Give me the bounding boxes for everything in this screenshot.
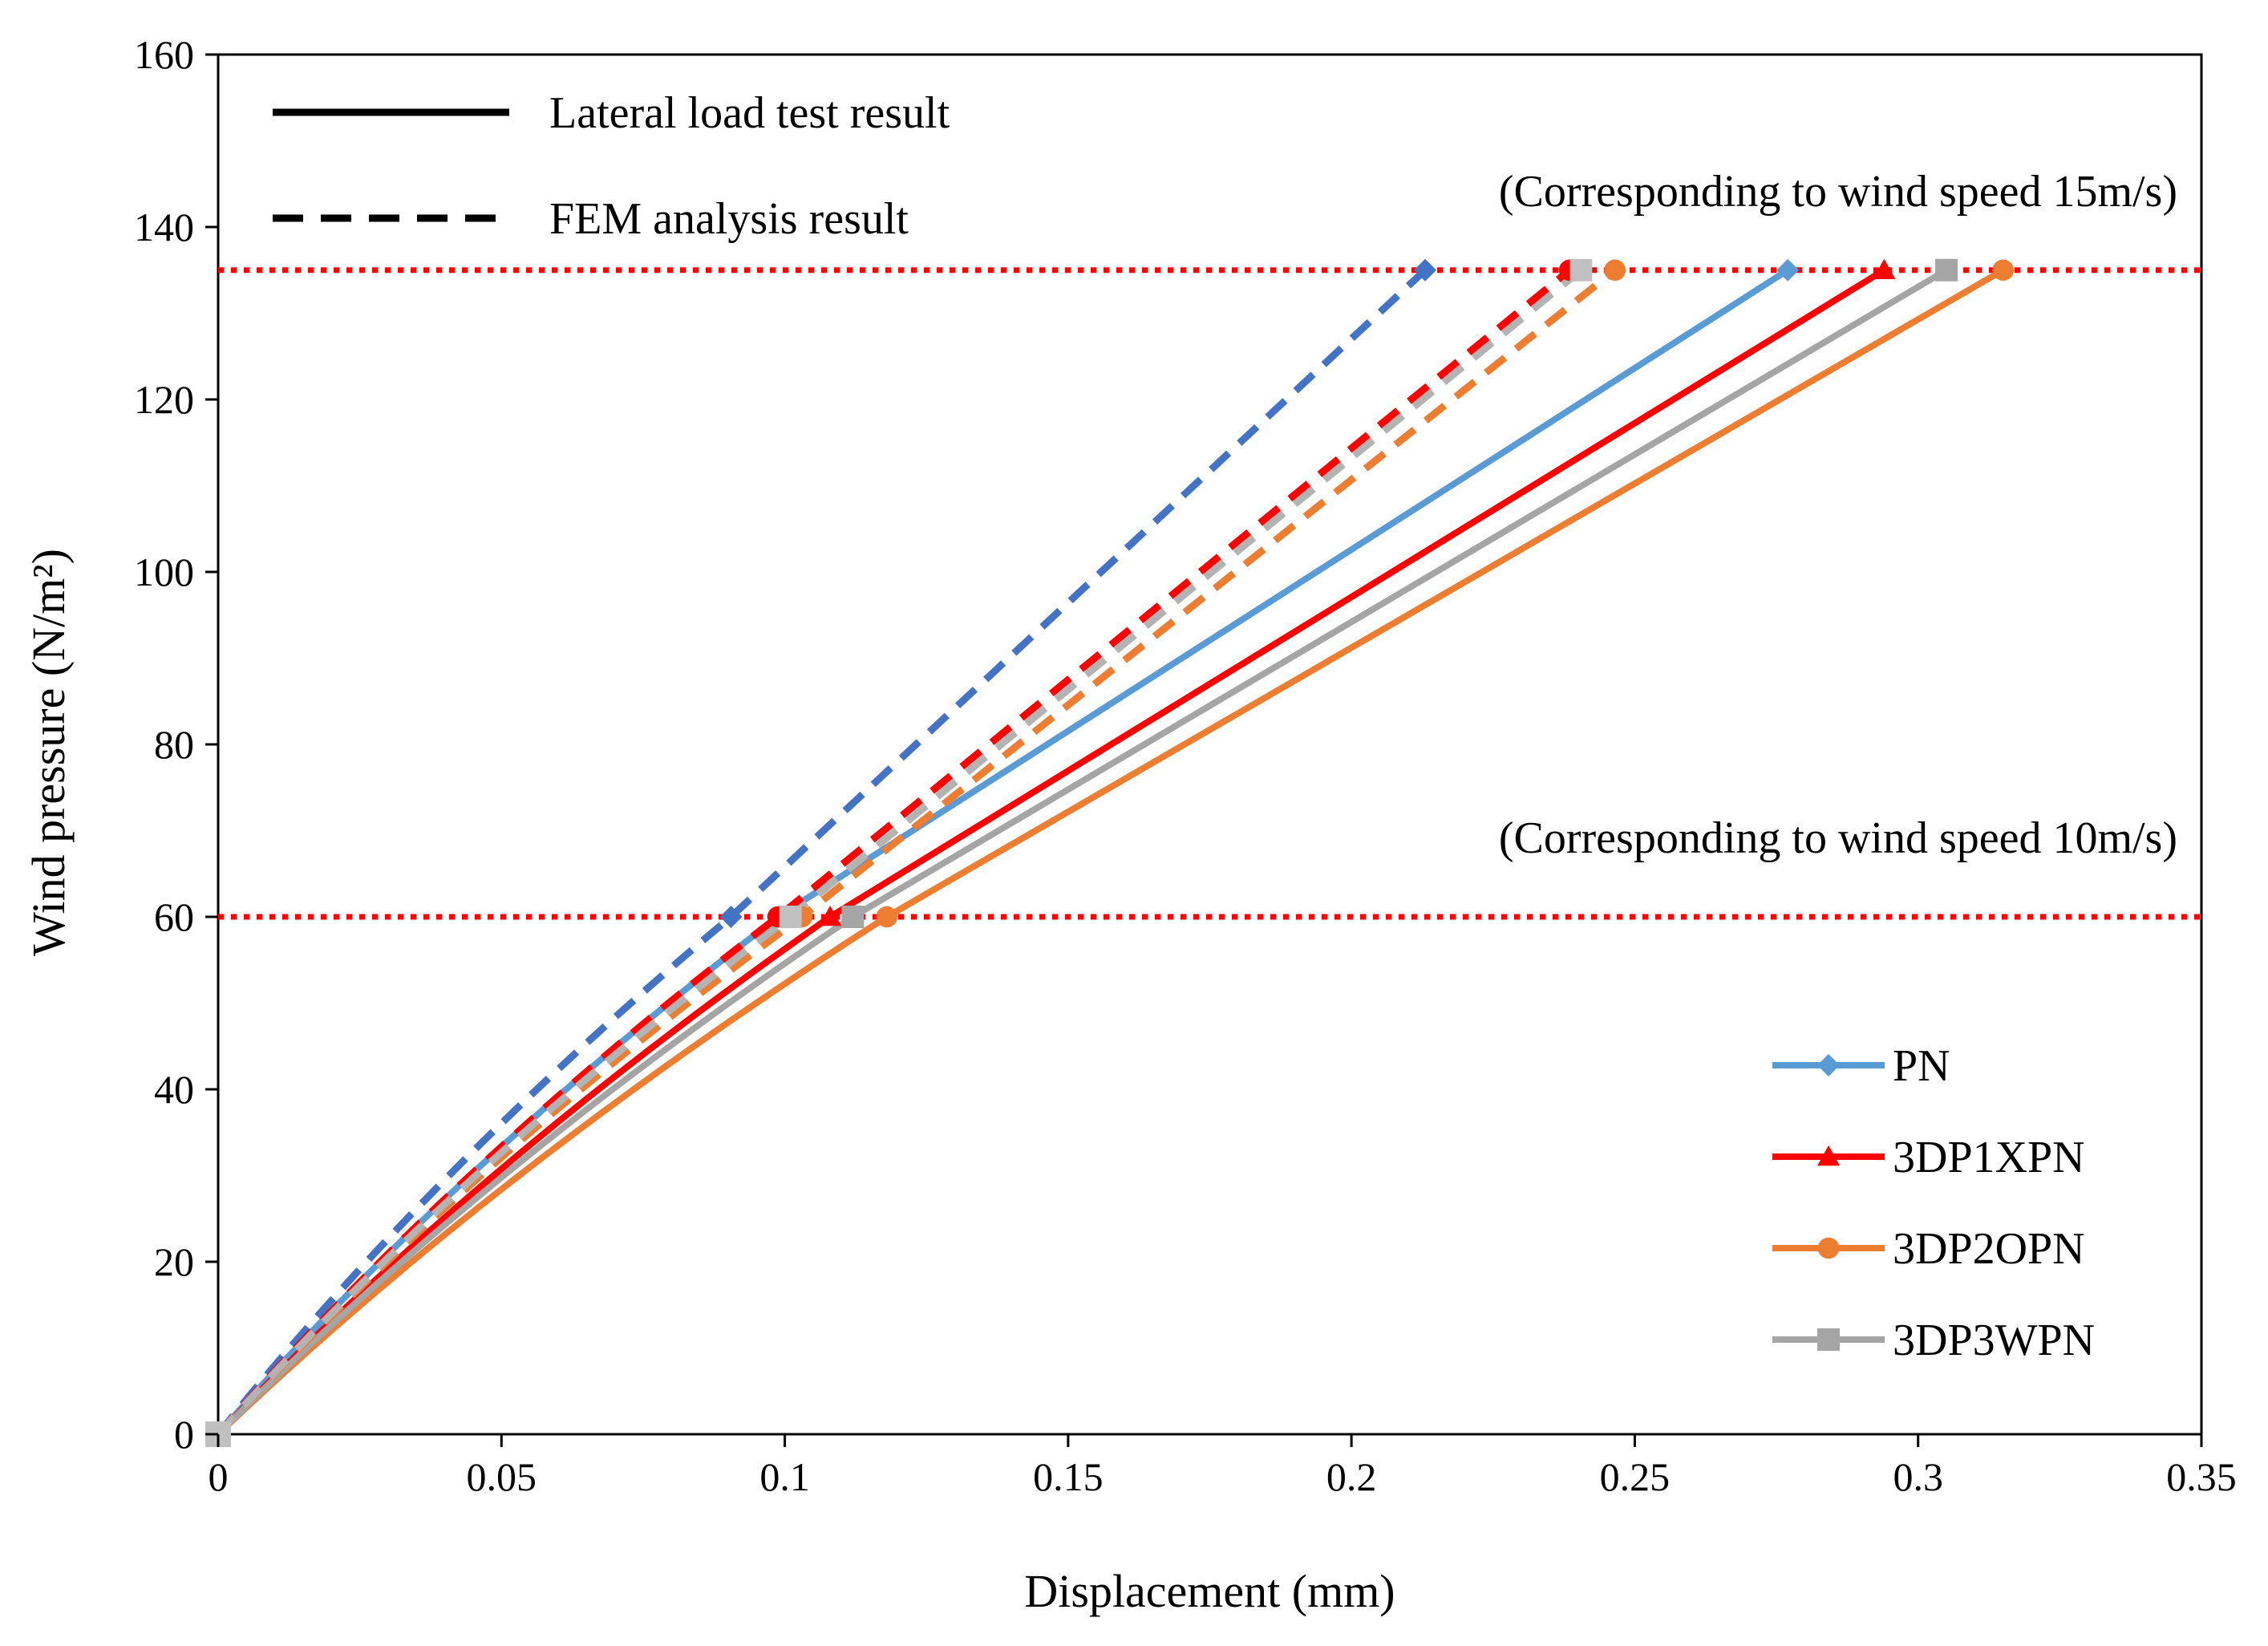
legend-label-3dp1xpn: 3DP1XPN bbox=[1893, 1133, 2085, 1182]
axes: 0 0.05 0.1 0.15 0.2 0.25 0.3 0.35 0 20 40 60 80 100 12… bbox=[134, 32, 2237, 1499]
y-tick-label: 160 bbox=[134, 32, 194, 77]
data-point-3dp3wpn bbox=[1935, 258, 1958, 282]
data-point-3dp3wpn-fem bbox=[779, 906, 802, 928]
y-tick-label: 100 bbox=[134, 549, 194, 594]
y-tick-label: 0 bbox=[174, 1412, 194, 1457]
reference-annotation: (Corresponding to wind speed 15m/s) bbox=[1499, 167, 2177, 217]
style-legend-label: FEM analysis result bbox=[549, 194, 909, 244]
series-line-pn-fem bbox=[215, 267, 1428, 1437]
series-line-3dp1xpn-fem bbox=[215, 267, 1573, 1437]
legend-marker-3dp1xpn bbox=[1817, 1145, 1840, 1166]
x-tick-label: 0.35 bbox=[2166, 1454, 2237, 1499]
legend-marker-3dp2opn bbox=[1817, 1237, 1840, 1259]
x-tick-label: 0.05 bbox=[467, 1454, 537, 1499]
x-tick-label: 0 bbox=[209, 1454, 229, 1499]
x-tick-label: 0.3 bbox=[1893, 1454, 1943, 1499]
data-point-3dp2opn bbox=[1992, 259, 2014, 282]
y-axis-title: Wind pressure (N/m²) bbox=[22, 549, 75, 956]
data-point-pn bbox=[1776, 258, 1800, 282]
x-tick-label: 0.1 bbox=[759, 1454, 810, 1499]
series-line-3dp3wpn-fem bbox=[215, 267, 1584, 1437]
data-point-3dp2opn bbox=[876, 906, 898, 928]
data-point-3dp2opn-fem bbox=[1604, 259, 1626, 282]
style-legend-label: Lateral load test result bbox=[549, 88, 950, 138]
legend-marker-pn bbox=[1817, 1054, 1840, 1076]
reference-annotation: (Corresponding to wind speed 10m/s) bbox=[1499, 813, 2177, 863]
legend-label-3dp3wpn: 3DP3WPN bbox=[1893, 1316, 2095, 1365]
series-layer bbox=[215, 267, 2005, 1437]
data-point-3dp3wpn-fem bbox=[1569, 258, 1593, 282]
y-tick-label: 60 bbox=[154, 894, 194, 939]
data-point-3dp3wpn bbox=[841, 906, 865, 928]
data-point-3dp1xpn bbox=[1873, 258, 1896, 279]
legend-label-pn: PN bbox=[1893, 1041, 1950, 1091]
x-tick-label: 0.15 bbox=[1033, 1454, 1104, 1499]
x-axis-title: Displacement (mm) bbox=[1024, 1565, 1395, 1617]
y-tick-label: 80 bbox=[154, 722, 194, 767]
legend-marker-3dp3wpn bbox=[1817, 1328, 1840, 1351]
legend-label-3dp2opn: 3DP2OPN bbox=[1893, 1224, 2085, 1274]
data-point-pn-fem bbox=[719, 906, 743, 928]
data-point-3dp1xpn bbox=[819, 906, 842, 926]
series-line-3dp2opn-fem bbox=[215, 267, 1618, 1437]
y-tick-label: 40 bbox=[154, 1067, 194, 1112]
data-point-pn-fem bbox=[1413, 258, 1436, 282]
x-tick-label: 0.25 bbox=[1600, 1454, 1671, 1499]
reference-lines: (Corresponding to wind speed 15m/s) (Corr… bbox=[218, 167, 2201, 920]
series-legend: PN 3DP1XPN 3DP2OPN 3DP3WPN bbox=[1772, 1041, 2095, 1365]
series-line-3dp3wpn bbox=[216, 267, 1949, 1437]
line-style-legend: Lateral load test result FEM analysis res… bbox=[273, 88, 950, 244]
y-tick-label: 120 bbox=[134, 377, 194, 422]
y-tick-label: 20 bbox=[154, 1239, 194, 1284]
y-tick-label: 140 bbox=[134, 205, 194, 249]
x-tick-label: 0.2 bbox=[1326, 1454, 1377, 1499]
